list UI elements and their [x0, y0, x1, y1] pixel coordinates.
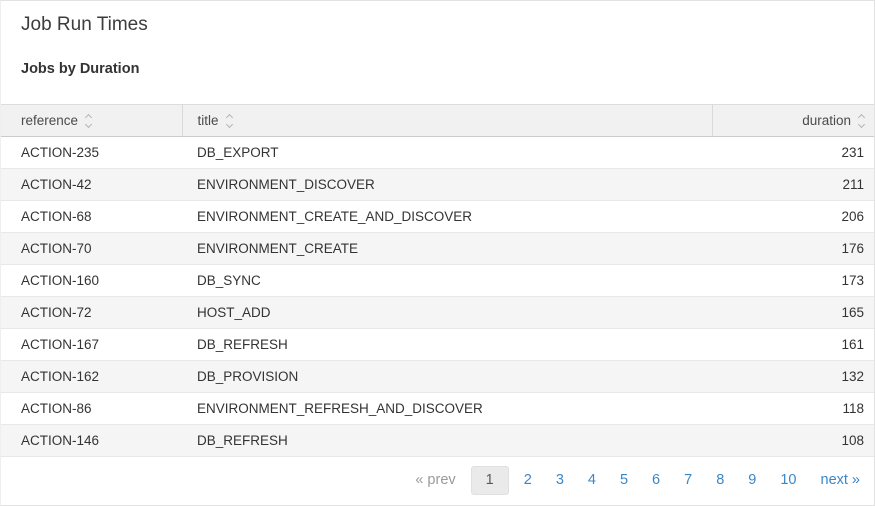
column-label-duration: duration [802, 113, 851, 128]
cell-reference: ACTION-167 [1, 328, 182, 361]
cell-reference: ACTION-146 [1, 424, 182, 457]
table-row: ACTION-72 HOST_ADD 165 [1, 296, 874, 329]
sort-icon[interactable] [225, 113, 233, 129]
cell-reference: ACTION-160 [1, 264, 182, 297]
cell-duration: 206 [712, 200, 874, 233]
page-button-4[interactable]: 4 [587, 472, 596, 488]
table-row: ACTION-162 DB_PROVISION 132 [1, 360, 874, 393]
table-row: ACTION-70 ENVIRONMENT_CREATE 176 [1, 232, 874, 265]
table-row: ACTION-146 DB_REFRESH 108 [1, 424, 874, 457]
page-button-8[interactable]: 8 [716, 472, 725, 488]
cell-duration: 161 [712, 328, 874, 361]
page-button-5[interactable]: 5 [619, 472, 629, 488]
cell-title: ENVIRONMENT_REFRESH_AND_DISCOVER [182, 392, 712, 425]
table-row: ACTION-167 DB_REFRESH 161 [1, 328, 874, 361]
column-header-reference[interactable]: reference [1, 104, 183, 137]
cell-title: DB_REFRESH [182, 424, 712, 457]
page-button-9[interactable]: 9 [748, 472, 757, 488]
column-label-title: title [197, 113, 219, 128]
cell-duration: 118 [712, 392, 874, 425]
cell-duration: 176 [712, 232, 874, 265]
cell-title: ENVIRONMENT_CREATE [182, 232, 712, 265]
page-button-3[interactable]: 3 [555, 472, 564, 488]
cell-title: ENVIRONMENT_CREATE_AND_DISCOVER [182, 200, 712, 233]
cell-title: DB_EXPORT [182, 136, 712, 169]
cell-duration: 173 [712, 264, 874, 297]
cell-duration: 165 [712, 296, 874, 329]
table-row: ACTION-42 ENVIRONMENT_DISCOVER 211 [1, 168, 874, 201]
prev-page-button[interactable]: « prev [415, 472, 456, 488]
cell-reference: ACTION-86 [1, 392, 182, 425]
cell-duration: 108 [712, 424, 874, 457]
table-header-row: reference title duration [1, 104, 874, 137]
sort-icon[interactable] [857, 113, 866, 129]
table-row: ACTION-68 ENVIRONMENT_CREATE_AND_DISCOVE… [1, 200, 874, 233]
table-row: ACTION-160 DB_SYNC 173 [1, 264, 874, 297]
cell-title: ENVIRONMENT_DISCOVER [182, 168, 712, 201]
pagination: « prev 1 2 3 4 5 6 7 8 9 10 next » [1, 457, 874, 495]
cell-duration: 132 [712, 360, 874, 393]
column-label-reference: reference [21, 113, 79, 128]
page-header: Job Run Times Jobs by Duration [1, 1, 874, 77]
page-button-2[interactable]: 2 [523, 472, 532, 488]
column-header-duration[interactable]: duration [712, 104, 874, 137]
cell-reference: ACTION-42 [1, 168, 182, 201]
page-button-1[interactable]: 1 [470, 466, 509, 495]
column-header-title[interactable]: title [182, 104, 713, 137]
page-button-6[interactable]: 6 [652, 472, 661, 488]
cell-reference: ACTION-235 [1, 136, 182, 169]
cell-duration: 211 [712, 168, 874, 201]
next-page-button[interactable]: next » [820, 472, 861, 488]
table-row: ACTION-235 DB_EXPORT 231 [1, 136, 874, 169]
page-button-10[interactable]: 10 [780, 472, 797, 488]
cell-title: DB_SYNC [182, 264, 712, 297]
jobs-table: reference title duration [1, 104, 874, 457]
table-row: ACTION-86 ENVIRONMENT_REFRESH_AND_DISCOV… [1, 392, 874, 425]
cell-reference: ACTION-70 [1, 232, 182, 265]
cell-title: DB_REFRESH [182, 328, 712, 361]
cell-duration: 231 [712, 136, 874, 169]
cell-title: DB_PROVISION [182, 360, 712, 393]
cell-reference: ACTION-72 [1, 296, 182, 329]
cell-title: HOST_ADD [182, 296, 712, 329]
page-button-7[interactable]: 7 [684, 472, 693, 488]
page-title: Job Run Times [21, 14, 148, 35]
cell-reference: ACTION-68 [1, 200, 182, 233]
section-title: Jobs by Duration [21, 61, 140, 77]
sort-icon[interactable] [85, 113, 93, 129]
cell-reference: ACTION-162 [1, 360, 182, 393]
